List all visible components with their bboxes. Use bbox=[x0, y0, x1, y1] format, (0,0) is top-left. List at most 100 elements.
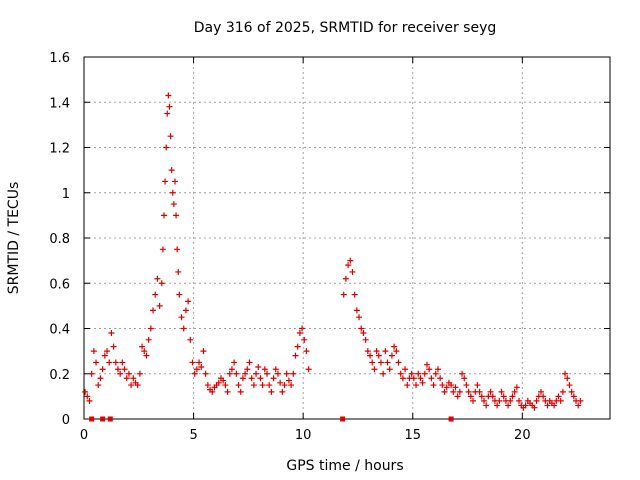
data-point bbox=[143, 352, 150, 359]
data-point bbox=[301, 336, 308, 343]
data-point bbox=[480, 397, 487, 404]
data-point bbox=[270, 375, 277, 382]
y-axis-label: SRMTID / TECUs bbox=[6, 182, 22, 295]
data-point bbox=[577, 397, 584, 404]
data-point bbox=[272, 366, 279, 373]
data-point bbox=[413, 382, 420, 389]
data-point bbox=[82, 388, 89, 395]
data-point bbox=[498, 388, 505, 395]
data-point bbox=[193, 366, 200, 373]
data-point bbox=[259, 382, 266, 389]
data-point bbox=[226, 370, 233, 377]
data-point bbox=[178, 314, 185, 321]
data-point bbox=[408, 370, 415, 377]
data-point bbox=[204, 382, 211, 389]
data-point bbox=[168, 167, 175, 174]
data-point bbox=[375, 352, 382, 359]
data-point bbox=[557, 397, 564, 404]
data-point bbox=[410, 375, 417, 382]
data-point bbox=[163, 144, 170, 151]
data-point bbox=[369, 359, 376, 366]
data-point bbox=[404, 382, 411, 389]
zero-marker bbox=[448, 416, 454, 422]
data-point bbox=[522, 402, 529, 409]
data-point bbox=[237, 388, 244, 395]
data-point bbox=[544, 402, 551, 409]
data-point bbox=[160, 212, 167, 219]
data-point bbox=[393, 348, 400, 355]
data-point bbox=[351, 291, 358, 298]
data-point bbox=[244, 366, 251, 373]
data-point bbox=[461, 375, 468, 382]
data-point bbox=[242, 370, 249, 377]
y-tick-label: 1.4 bbox=[49, 96, 70, 111]
data-point bbox=[382, 348, 389, 355]
data-point bbox=[112, 359, 119, 366]
data-point bbox=[277, 379, 284, 386]
axis-frame bbox=[83, 56, 611, 420]
data-point bbox=[239, 375, 246, 382]
data-point bbox=[261, 366, 268, 373]
data-point bbox=[285, 377, 292, 384]
data-point bbox=[551, 402, 558, 409]
data-point bbox=[175, 268, 182, 275]
y-tick-label: 0 bbox=[62, 413, 70, 428]
data-point bbox=[459, 370, 466, 377]
data-point bbox=[250, 382, 257, 389]
data-point bbox=[362, 336, 369, 343]
data-point bbox=[176, 291, 183, 298]
data-point bbox=[156, 302, 163, 309]
data-point bbox=[88, 370, 95, 377]
x-tick-label: 15 bbox=[404, 428, 421, 443]
data-point bbox=[187, 336, 194, 343]
y-tick-label: 1.2 bbox=[49, 142, 70, 157]
data-point bbox=[255, 363, 262, 370]
data-point bbox=[93, 359, 100, 366]
data-point bbox=[290, 370, 297, 377]
data-point bbox=[147, 325, 154, 332]
data-point bbox=[86, 397, 93, 404]
data-point bbox=[233, 370, 240, 377]
data-point bbox=[465, 388, 472, 395]
data-point bbox=[340, 291, 347, 298]
y-tick-label: 0.4 bbox=[49, 323, 70, 338]
data-point bbox=[426, 366, 433, 373]
data-point bbox=[511, 388, 518, 395]
data-point bbox=[108, 330, 115, 337]
data-point bbox=[224, 388, 231, 395]
data-point bbox=[509, 393, 516, 400]
data-point bbox=[158, 280, 165, 287]
plot-border bbox=[83, 56, 611, 420]
data-point bbox=[164, 110, 171, 117]
data-point bbox=[356, 314, 363, 321]
data-point bbox=[531, 404, 538, 411]
data-point bbox=[555, 393, 562, 400]
x-tick-label: 0 bbox=[80, 428, 88, 443]
data-point bbox=[305, 366, 312, 373]
data-point bbox=[380, 370, 387, 377]
data-point bbox=[417, 375, 424, 382]
x-axis: 0 5 10 15 20 bbox=[80, 57, 531, 443]
x-tick-label: 20 bbox=[514, 428, 531, 443]
data-point bbox=[439, 382, 446, 389]
data-point bbox=[399, 375, 406, 382]
data-point bbox=[154, 275, 161, 282]
x-tick-label: 5 bbox=[189, 428, 197, 443]
data-point bbox=[423, 361, 430, 368]
data-point bbox=[268, 388, 275, 395]
y-axis: 0 0.2 0.4 0.6 0.8 1 1.2 1.4 1.6 bbox=[49, 51, 610, 428]
data-point bbox=[463, 382, 470, 389]
data-point bbox=[106, 359, 113, 366]
data-point bbox=[470, 397, 477, 404]
data-point bbox=[388, 352, 395, 359]
y-tick-label: 1.6 bbox=[49, 51, 70, 66]
data-point bbox=[189, 359, 196, 366]
data-point bbox=[513, 384, 520, 391]
data-point bbox=[141, 348, 148, 355]
y-tick-label: 0.8 bbox=[49, 232, 70, 247]
data-point bbox=[134, 382, 141, 389]
data-point bbox=[303, 348, 310, 355]
data-point bbox=[246, 359, 253, 366]
data-point bbox=[170, 201, 177, 208]
data-point bbox=[215, 379, 222, 386]
